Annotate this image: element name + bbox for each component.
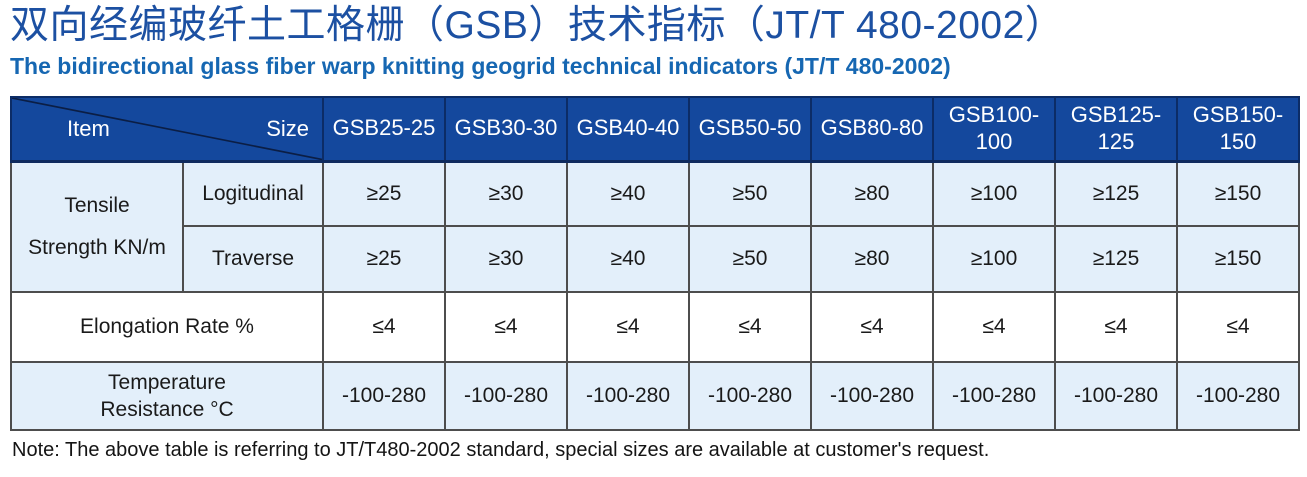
tensile-group-line2: Strength KN/m <box>28 235 166 259</box>
value-cell: -100-280 <box>566 361 690 431</box>
value-cell: -100-280 <box>322 361 446 431</box>
table-header-row: Item Size GSB25-25 GSB30-30 GSB40-40 GSB… <box>10 96 1300 163</box>
column-header-label: GSB100-100 <box>948 101 1040 154</box>
page-title: 双向经编玻纤土工格栅（GSB）技术指标（JT/T 480-2002） <box>10 4 1065 47</box>
size-label: Size <box>266 115 309 141</box>
column-header-label: GSB40-40 <box>576 115 680 141</box>
diagonal-line <box>13 99 319 158</box>
value-cell: ≤4 <box>810 291 934 363</box>
value-cell: ≤4 <box>444 291 568 363</box>
value-cell: ≥125 <box>1054 225 1178 293</box>
temperature-row: Temperature Resistance °C -100-280 -100-… <box>10 361 1300 431</box>
temperature-label-line2: Resistance °C <box>100 398 234 421</box>
value-cell: ≥80 <box>810 160 934 227</box>
traverse-row: Traverse ≥25 ≥30 ≥40 ≥50 ≥80 ≥100 ≥125 ≥… <box>11 225 1300 293</box>
value-cell: ≥25 <box>322 225 446 293</box>
temperature-row-label: Temperature Resistance °C <box>10 361 324 431</box>
column-header-label: GSB25-25 <box>332 115 436 141</box>
tensile-group-label: Tensile Strength KN/m <box>10 160 184 293</box>
value-cell: -100-280 <box>444 361 568 431</box>
value-cell: ≥40 <box>566 225 690 293</box>
column-header: GSB30-30 <box>444 96 568 163</box>
value-cell: ≤4 <box>932 291 1056 363</box>
value-cell: ≥25 <box>322 160 446 227</box>
temperature-label-line1: Temperature <box>108 371 226 394</box>
column-header-label: GSB50-50 <box>698 115 802 141</box>
value-cell: ≥40 <box>566 160 690 227</box>
value-cell: ≥100 <box>932 225 1056 293</box>
value-cell: ≥30 <box>444 160 568 227</box>
value-cell: ≥80 <box>810 225 934 293</box>
note-text: Note: The above table is referring to JT… <box>12 439 990 461</box>
value-cell: ≤4 <box>1054 291 1178 363</box>
value-cell: -100-280 <box>1176 361 1300 431</box>
column-header: GSB25-25 <box>322 96 446 163</box>
column-header: GSB150-150 <box>1176 96 1300 163</box>
column-header: GSB125-125 <box>1054 96 1178 163</box>
longitudinal-row: Tensile Strength KN/m Logitudinal ≥25 ≥3… <box>10 160 1300 293</box>
column-header-label: GSB150-150 <box>1192 101 1284 154</box>
value-cell: ≥50 <box>688 160 812 227</box>
value-cell: ≤4 <box>688 291 812 363</box>
tensile-group-line1: Tensile <box>64 193 130 217</box>
value-cell: ≥150 <box>1176 160 1300 227</box>
geogrid-spec-table: Item Size GSB25-25 GSB30-30 GSB40-40 GSB… <box>10 96 1300 431</box>
column-header-label: GSB80-80 <box>820 115 924 141</box>
elongation-row: Elongation Rate % ≤4 ≤4 ≤4 ≤4 ≤4 ≤4 ≤4 ≤… <box>10 291 1300 363</box>
value-cell: -100-280 <box>1054 361 1178 431</box>
value-cell: ≥30 <box>444 225 568 293</box>
value-cell: ≤4 <box>322 291 446 363</box>
value-cell: ≤4 <box>566 291 690 363</box>
item-label: Item <box>67 115 110 141</box>
value-cell: ≥150 <box>1176 225 1300 293</box>
page-subtitle: The bidirectional glass fiber warp knitt… <box>10 53 951 79</box>
value-cell: -100-280 <box>810 361 934 431</box>
column-header-label: GSB30-30 <box>454 115 558 141</box>
value-cell: -100-280 <box>932 361 1056 431</box>
value-cell: ≥50 <box>688 225 812 293</box>
value-cell: ≥125 <box>1054 160 1178 227</box>
column-header: GSB50-50 <box>688 96 812 163</box>
traverse-row-label: Traverse <box>182 225 324 293</box>
value-cell: -100-280 <box>688 361 812 431</box>
column-header-label: GSB125-125 <box>1070 101 1162 154</box>
column-header: GSB100-100 <box>932 96 1056 163</box>
elongation-row-label: Elongation Rate % <box>10 291 324 363</box>
corner-cell: Item Size <box>10 96 324 163</box>
value-cell: ≤4 <box>1176 291 1300 363</box>
longitudinal-row-label: Logitudinal <box>182 160 324 227</box>
value-cell: ≥100 <box>932 160 1056 227</box>
column-header: GSB40-40 <box>566 96 690 163</box>
column-header: GSB80-80 <box>810 96 934 163</box>
